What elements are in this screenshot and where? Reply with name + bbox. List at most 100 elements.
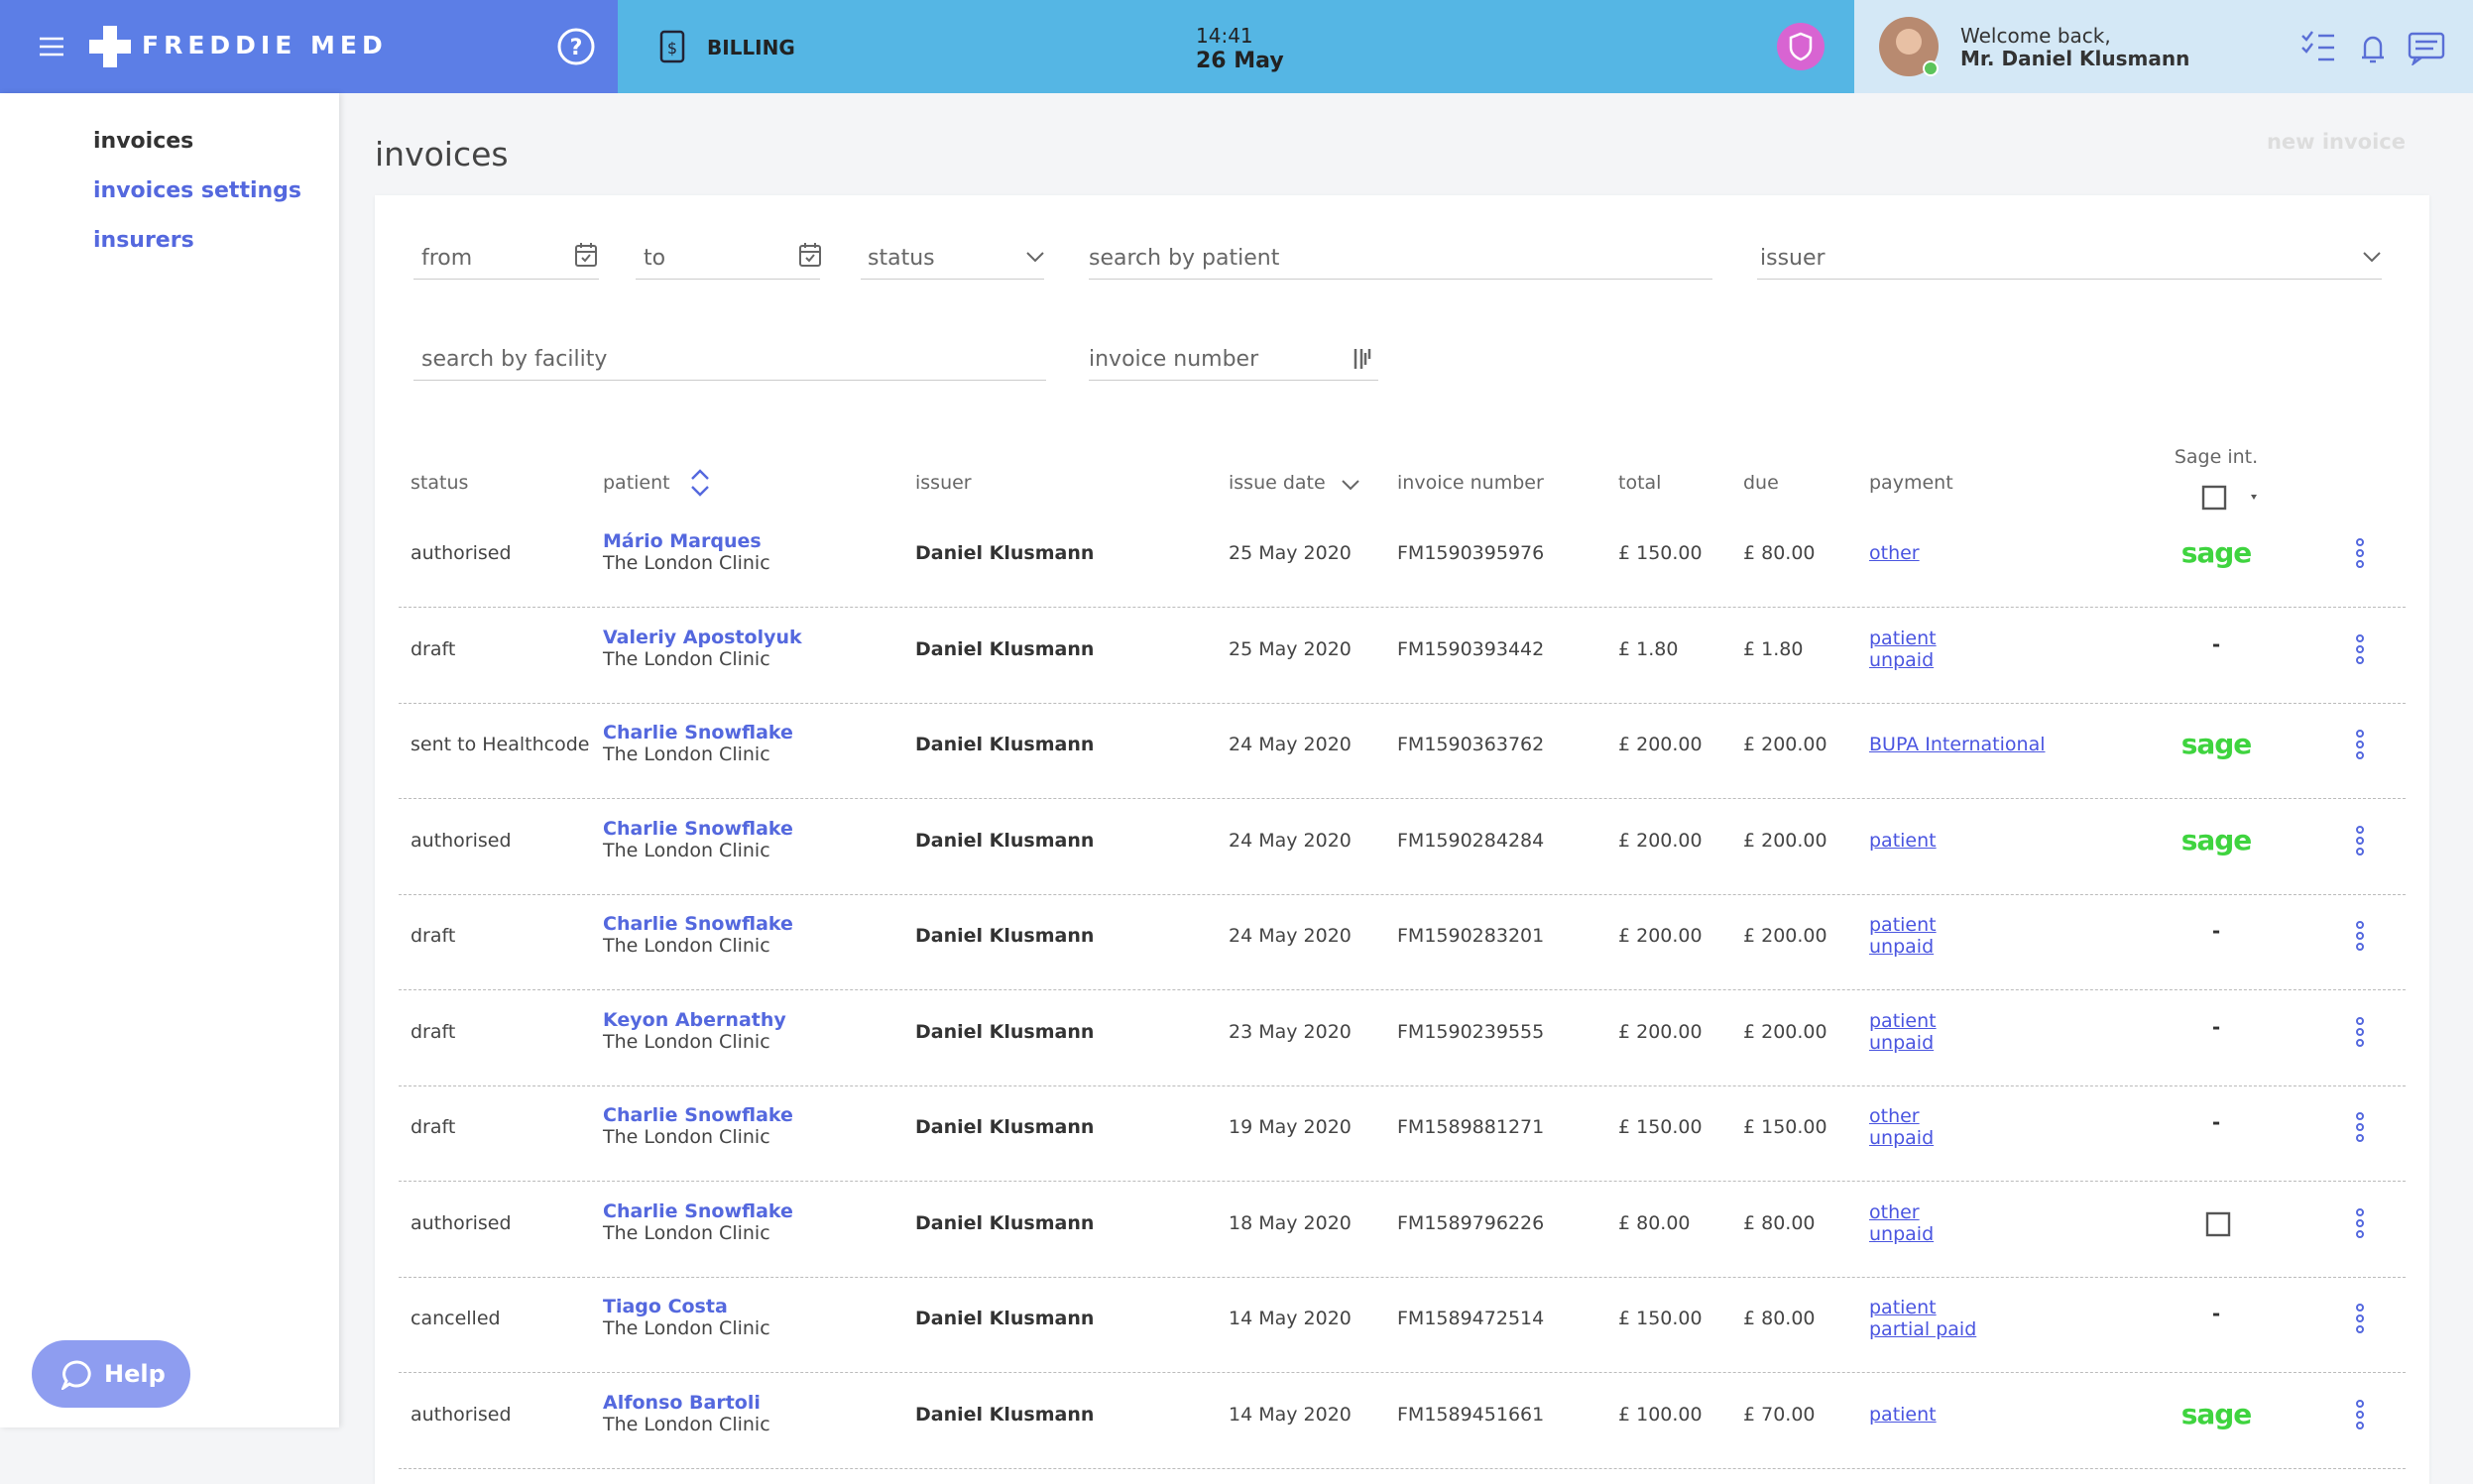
payment-link[interactable]: patient [1869,829,1937,852]
payment-link[interactable]: unpaid [1869,1031,1935,1054]
row-separator [399,607,2406,608]
payment-link[interactable]: other [1869,1200,1920,1223]
payment-link[interactable]: BUPA International [1869,734,2046,755]
row-menu[interactable] [2354,825,2366,859]
payment-link[interactable]: patient [1869,1297,1937,1318]
payment-link[interactable]: partial paid [1869,1318,1977,1340]
cell-number: FM1589796226 [1397,1211,1545,1234]
user-name: Mr. Daniel Klusmann [1960,47,2190,70]
facility: The London Clinic [603,647,770,670]
cell-issuer: Daniel Klusmann [915,1211,1095,1234]
row-menu[interactable] [2354,1112,2366,1146]
cell-status: authorised [411,542,512,564]
filter-input[interactable]: to [644,246,666,271]
cell-number: FM1589881271 [1397,1116,1545,1138]
filter-input[interactable]: status [868,246,935,271]
payment-link[interactable]: patient [1869,914,1937,936]
input-icon[interactable] [1353,347,1372,375]
row-menu[interactable] [2354,1207,2366,1242]
sage-status: sage [2180,728,2253,760]
facility: The London Clinic [603,935,770,957]
filter-input[interactable]: search by patient [1089,246,1280,271]
row-menu[interactable] [2354,1399,2366,1433]
filter-input[interactable]: issuer [1760,246,1825,271]
payment-link[interactable]: patient [1869,1403,1937,1426]
brand: FREDDIE MED [142,31,388,59]
cell-due: £ 70.00 [1743,1403,1816,1426]
cell-number: FM1590393442 [1397,637,1545,660]
cell-issuer: Daniel Klusmann [915,542,1095,564]
input-underline [636,279,820,280]
facility: The London Clinic [603,552,770,574]
sort-icon[interactable] [689,468,711,502]
sort-icon[interactable] [1341,476,1360,495]
select-all[interactable] [2201,485,2261,514]
menu-icon[interactable] [40,37,63,57]
nav-item[interactable]: invoices [93,129,194,154]
row-menu[interactable] [2354,1016,2366,1051]
patient-name[interactable]: Keyon Abernathy [603,1008,786,1031]
patient-name[interactable]: Charlie Snowflake [603,1104,793,1126]
payment-link[interactable]: unpaid [1869,936,1935,958]
card [375,195,2429,1484]
column-header[interactable]: patient [603,472,670,494]
avatar[interactable] [1878,16,1943,81]
row-menu[interactable] [2354,538,2366,572]
column-header[interactable]: issue date [1229,472,1326,494]
cell-status: draft [411,1020,456,1043]
patient-name[interactable]: Tiago Costa [603,1296,728,1317]
cell-status: authorised [411,829,512,852]
sage-status: - [2211,631,2221,656]
cell-status: draft [411,637,456,660]
payment-link[interactable]: unpaid [1869,1127,1935,1149]
patient-name[interactable]: Mário Marques [603,530,762,552]
payment-link[interactable]: unpaid [1869,1222,1935,1245]
row-separator [399,893,2406,895]
cell-issuer: Daniel Klusmann [915,637,1095,660]
patient-name[interactable]: Alfonso Bartoli [603,1391,761,1414]
help-button[interactable]: Help [32,1340,190,1408]
sage-checkbox[interactable] [2205,1211,2231,1241]
user-bar: Welcome back, Mr. Daniel Klusmann [1854,0,2473,93]
nav-item[interactable]: insurers [93,228,194,253]
cell-total: £ 150.00 [1618,1116,1703,1138]
row-menu[interactable] [2354,633,2366,668]
payment-link[interactable]: patient [1869,1009,1937,1032]
cell-date: 18 May 2020 [1229,1211,1352,1234]
payment-link[interactable]: other [1869,542,1920,564]
cell-total: £ 200.00 [1618,829,1703,852]
filter-input[interactable]: from [421,246,473,271]
filter-input[interactable]: invoice number [1089,347,1259,372]
payment-link[interactable]: other [1869,1105,1920,1127]
input-underline [413,279,599,280]
input-icon[interactable] [2362,248,2382,267]
cell-status: sent to Healthcode [411,734,590,755]
cell-due: £ 200.00 [1743,829,1827,852]
patient-name[interactable]: Charlie Snowflake [603,817,793,840]
input-underline [1757,279,2382,280]
sidebar: invoices invoices settings insurers Help [0,93,339,1427]
input-underline [413,380,1046,381]
patient-name[interactable]: Charlie Snowflake [603,1199,793,1222]
patient-name[interactable]: Valeriy Apostolyuk [603,626,802,648]
payment-link[interactable]: unpaid [1869,648,1935,671]
filter-input[interactable]: search by facility [421,347,608,372]
cell-due: £ 80.00 [1743,1308,1816,1329]
patient-name[interactable]: Charlie Snowflake [603,722,793,743]
row-separator [399,1372,2406,1373]
nav-item[interactable]: invoices settings [93,178,302,203]
row-menu[interactable] [2354,921,2366,955]
patient-name[interactable]: Charlie Snowflake [603,913,793,935]
row-menu[interactable] [2354,1304,2366,1337]
input-icon[interactable] [798,242,822,272]
new-invoice-button[interactable]: new invoice [2266,130,2406,154]
help-icon[interactable]: ? [556,27,596,66]
payment-link[interactable]: patient [1869,627,1937,649]
input-icon[interactable] [1025,248,1045,267]
toolbar-icons[interactable] [2300,30,2449,65]
input-underline [861,279,1044,280]
input-icon[interactable] [574,242,598,272]
shield-button[interactable] [1776,22,1825,71]
row-menu[interactable] [2354,730,2366,763]
